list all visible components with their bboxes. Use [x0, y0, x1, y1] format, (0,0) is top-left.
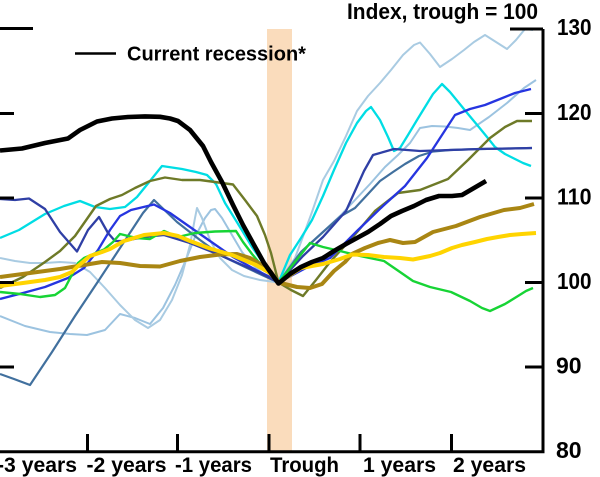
svg-text:Trough: Trough — [270, 454, 339, 477]
svg-text:Index, trough = 100: Index, trough = 100 — [347, 0, 538, 24]
svg-text:-2 years: -2 years — [87, 454, 167, 477]
svg-text:Current recession*: Current recession* — [127, 44, 306, 66]
svg-text:1 years: 1 years — [363, 454, 436, 477]
svg-text:130: 130 — [557, 14, 592, 40]
svg-text:100: 100 — [557, 268, 592, 294]
svg-text:-1 years: -1 years — [175, 454, 252, 477]
svg-text:-3 years: -3 years — [0, 454, 77, 477]
svg-text:110: 110 — [557, 183, 592, 209]
svg-text:90: 90 — [556, 353, 582, 379]
svg-text:120: 120 — [557, 99, 592, 125]
svg-text:2 years: 2 years — [453, 454, 526, 477]
svg-text:80: 80 — [556, 437, 582, 463]
